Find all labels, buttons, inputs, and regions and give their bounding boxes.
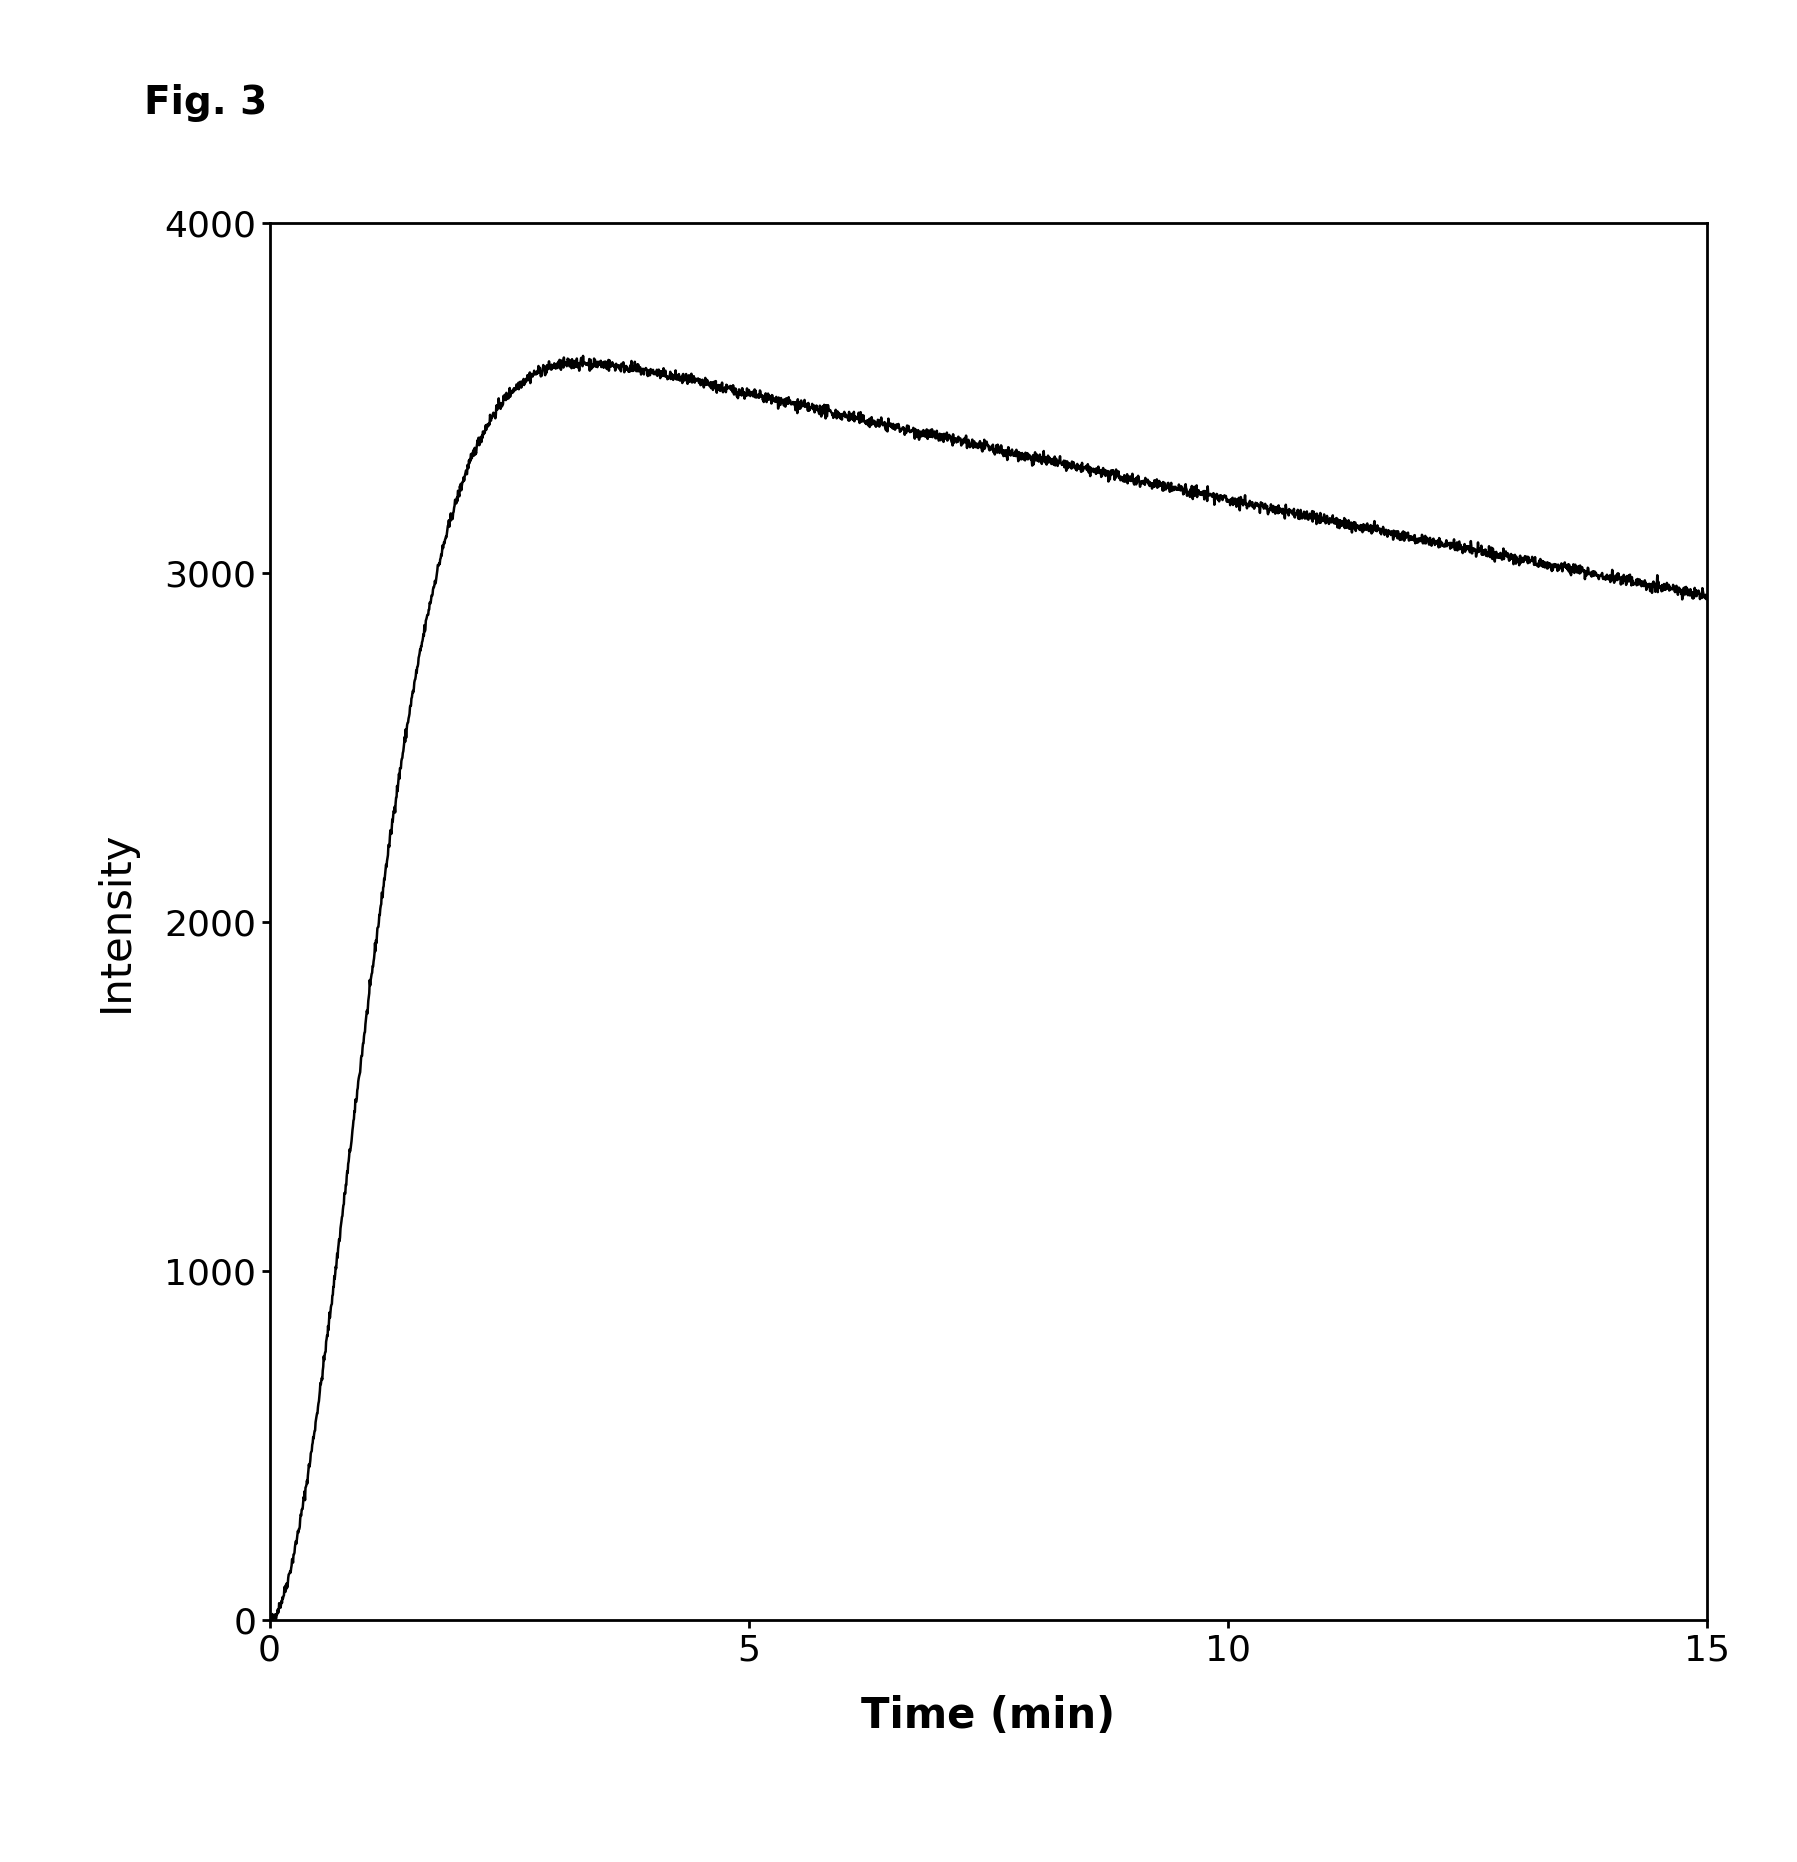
Text: Fig. 3: Fig. 3 <box>144 84 268 121</box>
X-axis label: Time (min): Time (min) <box>861 1694 1116 1737</box>
Y-axis label: Intensity: Intensity <box>95 830 137 1013</box>
